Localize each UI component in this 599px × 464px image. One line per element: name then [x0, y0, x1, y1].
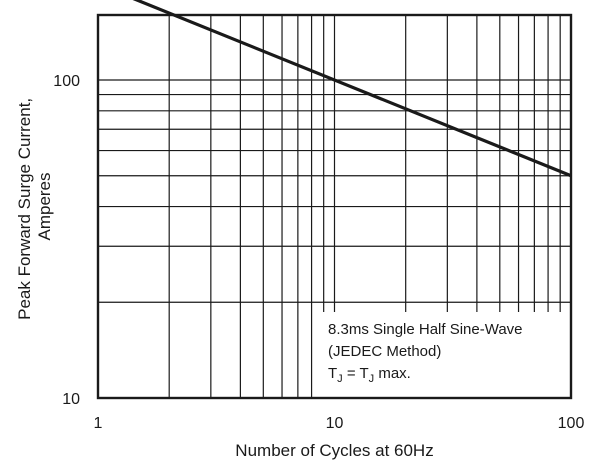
- x-tick-label-1: 1: [94, 415, 103, 432]
- annotation-tj-subscript: J: [337, 373, 343, 385]
- x-tick-label-10: 10: [326, 415, 344, 432]
- annotation-equals: = T: [343, 365, 369, 382]
- x-axis-label: Number of Cycles at 60Hz: [235, 441, 433, 460]
- y-axis-label: Peak Forward Surge Current, Amperes: [15, 93, 54, 320]
- y-tick-label-100: 100: [53, 73, 80, 90]
- plot-border: [96, 13, 573, 400]
- annotation-line-2: (JEDEC Method): [328, 343, 441, 360]
- y-axis-label-line-2: Amperes: [35, 172, 54, 240]
- plot-frame: [96, 13, 573, 400]
- annotation-max: max.: [374, 365, 411, 382]
- annotation-line-1: 8.3ms Single Half Sine-Wave: [328, 321, 523, 338]
- y-axis-label-line-1: Peak Forward Surge Current,: [15, 98, 34, 320]
- x-tick-label-100: 100: [558, 415, 585, 432]
- tick-labels: 11010010100200: [53, 73, 585, 432]
- annotation-line-3: TJ = TJ max.: [328, 365, 411, 385]
- annotation-tj-subscript-2: J: [369, 373, 375, 385]
- annotation-tj-symbol: T: [328, 365, 337, 382]
- annotation-box: [316, 312, 571, 398]
- y-tick-label-10: 10: [62, 391, 80, 408]
- annotation: 8.3ms Single Half Sine-Wave (JEDEC Metho…: [328, 321, 523, 385]
